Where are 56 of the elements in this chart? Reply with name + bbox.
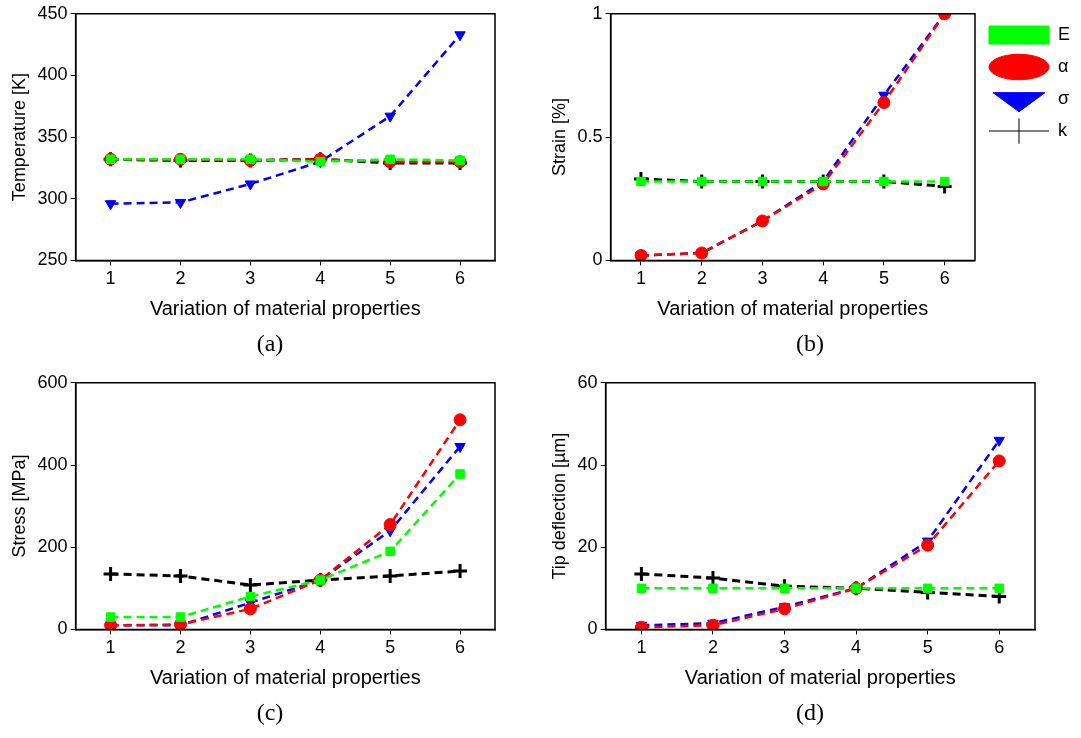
x-tick-label: 6 <box>455 268 466 289</box>
x-tick-label: 5 <box>922 637 933 658</box>
x-tick-label: 2 <box>707 637 718 658</box>
legend-label: E <box>1057 23 1071 44</box>
y-tick-label: 40 <box>577 453 598 474</box>
legend-label: σ <box>1057 87 1070 108</box>
x-tick-label: 1 <box>105 637 116 658</box>
y-tick-label: 400 <box>37 453 68 474</box>
x-tick-label: 2 <box>175 637 186 658</box>
text: (b) <box>795 329 825 358</box>
text: (c) <box>255 698 285 727</box>
y-tick-label: 0.5 <box>577 126 603 147</box>
text: (a) <box>255 329 285 358</box>
legend-label: k <box>1057 119 1068 140</box>
x-tick-label: 1 <box>635 268 646 289</box>
x-tick-label: 1 <box>105 268 116 289</box>
y-tick-label: 450 <box>37 2 68 23</box>
x-axis-title: Variation of material properties <box>657 296 929 319</box>
y-tick-label: 250 <box>37 249 68 270</box>
x-axis-title: Variation of material properties <box>684 665 956 688</box>
y-axis-title: Temperature [K] <box>8 73 29 202</box>
x-tick-label: 3 <box>757 268 768 289</box>
y-tick-label: 600 <box>37 371 68 392</box>
y-tick-label: 300 <box>37 187 68 208</box>
legend-label: α <box>1057 55 1069 76</box>
text: (d) <box>795 698 825 727</box>
x-tick-label: 4 <box>315 268 326 289</box>
y-tick-label: 200 <box>37 536 68 557</box>
y-tick-label: 400 <box>37 64 68 85</box>
y-tick-label: 60 <box>577 371 598 392</box>
x-tick-label: 5 <box>385 268 396 289</box>
y-tick-label: 0 <box>57 618 68 639</box>
x-axis-title: Variation of material properties <box>149 296 421 319</box>
y-tick-label: 0 <box>592 249 603 270</box>
x-tick-label: 5 <box>385 637 396 658</box>
x-tick-label: 5 <box>878 268 889 289</box>
x-tick-label: 6 <box>994 637 1005 658</box>
x-tick-label: 4 <box>818 268 829 289</box>
x-tick-label: 3 <box>245 268 256 289</box>
x-tick-label: 6 <box>939 268 950 289</box>
y-axis-title: Tip deflection [µm] <box>548 432 569 580</box>
x-axis-title: Variation of material properties <box>149 665 421 688</box>
x-tick-label: 4 <box>851 637 862 658</box>
x-tick-label: 2 <box>175 268 186 289</box>
y-axis-title: Strain [%] <box>548 98 569 177</box>
x-tick-label: 2 <box>696 268 707 289</box>
x-tick-label: 3 <box>779 637 790 658</box>
y-axis-title: Stress [MPa] <box>8 454 29 558</box>
x-tick-label: 6 <box>455 637 466 658</box>
x-tick-label: 1 <box>636 637 647 658</box>
y-tick-label: 0 <box>587 618 598 639</box>
y-tick-label: 350 <box>37 126 68 147</box>
x-tick-label: 4 <box>315 637 326 658</box>
y-tick-label: 20 <box>577 536 598 557</box>
x-tick-label: 3 <box>245 637 256 658</box>
y-tick-label: 1 <box>592 2 603 23</box>
